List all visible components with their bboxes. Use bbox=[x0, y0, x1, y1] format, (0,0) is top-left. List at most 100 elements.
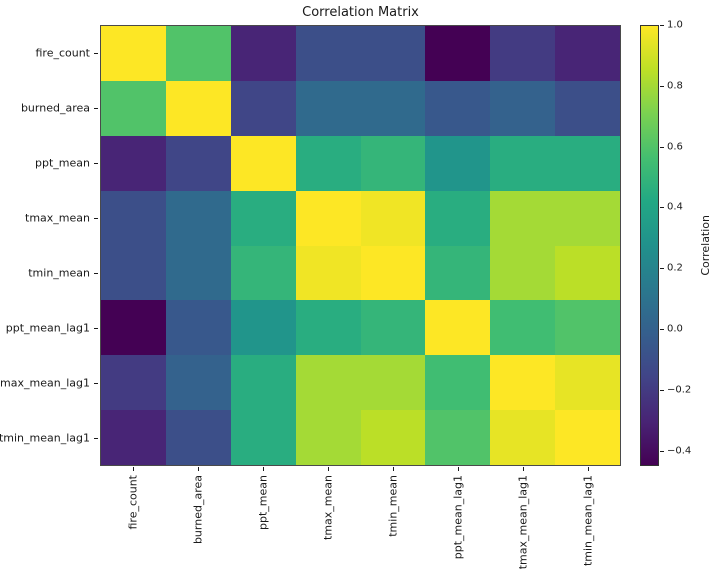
x-tick-label-ppt_mean: ppt_mean bbox=[256, 475, 270, 530]
x-tick-mark bbox=[327, 467, 329, 471]
heatmap-cell-tmin_mean-ppt_mean_lag1 bbox=[425, 245, 491, 301]
colorbar-tick-label: −0.2 bbox=[667, 384, 692, 396]
heatmap-cell-burned_area-tmin_mean bbox=[360, 80, 426, 136]
heatmap-cell-tmax_mean_lag1-tmax_mean_lag1 bbox=[490, 355, 556, 411]
x-tick-label-burned_area: burned_area bbox=[191, 475, 205, 545]
colorbar-tick-label: 0.6 bbox=[667, 141, 683, 153]
heatmap-cell-burned_area-ppt_mean_lag1 bbox=[425, 80, 491, 136]
heatmap-cell-ppt_mean-tmax_mean_lag1 bbox=[490, 135, 556, 191]
x-tick-mark bbox=[262, 467, 264, 471]
heatmap-cell-fire_count-tmax_mean_lag1 bbox=[490, 26, 556, 81]
heatmap-cell-ppt_mean_lag1-tmin_mean_lag1 bbox=[555, 300, 620, 356]
x-tick-mark bbox=[588, 467, 590, 471]
colorbar-tick-label: 0.4 bbox=[667, 201, 683, 213]
heatmap-cell-tmax_mean_lag1-ppt_mean_lag1 bbox=[425, 355, 491, 411]
heatmap-cell-tmax_mean-fire_count bbox=[101, 190, 166, 246]
colorbar-gradient bbox=[640, 25, 659, 466]
colorbar-tick-mark bbox=[660, 389, 664, 391]
y-tick-label-fire_count: fire_count bbox=[35, 46, 90, 60]
x-tick-mark bbox=[458, 467, 460, 471]
heatmap-cell-ppt_mean_lag1-tmax_mean_lag1 bbox=[490, 300, 556, 356]
x-tick-mark bbox=[132, 467, 134, 471]
heatmap-cell-fire_count-tmin_mean_lag1 bbox=[555, 26, 620, 81]
y-tick-label-tmin_mean_lag1: tmin_mean_lag1 bbox=[0, 431, 90, 445]
heatmap-cell-fire_count-ppt_mean_lag1 bbox=[425, 26, 491, 81]
y-tick-mark bbox=[94, 328, 98, 330]
y-tick-mark bbox=[94, 107, 98, 109]
heatmap-cell-ppt_mean-fire_count bbox=[101, 135, 166, 191]
colorbar-tick-mark bbox=[660, 207, 664, 209]
heatmap-cell-burned_area-burned_area bbox=[165, 80, 231, 136]
colorbar-tick-label: 0.8 bbox=[667, 80, 683, 92]
y-tick-mark bbox=[94, 217, 98, 219]
colorbar-tick-label: 0.0 bbox=[667, 323, 683, 335]
heatmap-cell-tmin_mean-fire_count bbox=[101, 245, 166, 301]
colorbar-label: Correlation bbox=[699, 25, 712, 466]
heatmap-cell-tmax_mean-tmax_mean_lag1 bbox=[490, 190, 556, 246]
colorbar-tick-label: 0.2 bbox=[667, 262, 683, 274]
colorbar-tick-mark bbox=[660, 85, 664, 87]
heatmap-cell-ppt_mean_lag1-tmax_mean bbox=[295, 300, 361, 356]
heatmap-cell-tmin_mean-tmin_mean_lag1 bbox=[555, 245, 620, 301]
colorbar-label-text: Correlation bbox=[699, 215, 712, 276]
heatmap-cell-tmax_mean_lag1-ppt_mean bbox=[230, 355, 296, 411]
heatmap-cell-ppt_mean_lag1-tmin_mean bbox=[360, 300, 426, 356]
x-tick-mark bbox=[197, 467, 199, 471]
heatmap-cell-tmin_mean_lag1-tmax_mean bbox=[295, 410, 361, 465]
colorbar-tick-mark bbox=[660, 268, 664, 270]
y-axis-labels: fire_count burned_area ppt_mean tmax_mean tm… bbox=[0, 25, 100, 466]
colorbar-tick-label: 1.0 bbox=[667, 19, 683, 31]
heatmap-cell-ppt_mean-tmin_mean_lag1 bbox=[555, 135, 620, 191]
heatmap-cell-tmax_mean_lag1-tmax_mean bbox=[295, 355, 361, 411]
x-tick-mark bbox=[393, 467, 395, 471]
heatmap-cell-tmax_mean-ppt_mean_lag1 bbox=[425, 190, 491, 246]
heatmap-cell-burned_area-tmax_mean_lag1 bbox=[490, 80, 556, 136]
heatmap-cell-tmax_mean_lag1-tmin_mean_lag1 bbox=[555, 355, 620, 411]
heatmap-cell-tmin_mean_lag1-fire_count bbox=[101, 410, 166, 465]
heatmap-cell-tmax_mean_lag1-fire_count bbox=[101, 355, 166, 411]
x-tick-label-tmin_mean: tmin_mean bbox=[386, 475, 400, 537]
y-tick-label-tmin_mean: tmin_mean bbox=[28, 266, 90, 280]
heatmap-cell-fire_count-burned_area bbox=[165, 26, 231, 81]
colorbar-tick-mark bbox=[660, 146, 664, 148]
heatmap-cell-tmax_mean-tmin_mean bbox=[360, 190, 426, 246]
heatmap-cell-tmin_mean_lag1-ppt_mean_lag1 bbox=[425, 410, 491, 465]
y-tick-mark bbox=[94, 273, 98, 275]
heatmap-cell-tmax_mean-tmin_mean_lag1 bbox=[555, 190, 620, 246]
heatmap-cell-ppt_mean_lag1-ppt_mean bbox=[230, 300, 296, 356]
heatmap-cell-tmax_mean-ppt_mean bbox=[230, 190, 296, 246]
heatmap-cell-tmin_mean_lag1-tmin_mean bbox=[360, 410, 426, 465]
heatmap-cell-tmin_mean-tmin_mean bbox=[360, 245, 426, 301]
heatmap-cell-fire_count-tmax_mean bbox=[295, 26, 361, 81]
y-tick-mark bbox=[94, 383, 98, 385]
y-tick-mark bbox=[94, 162, 98, 164]
heatmap-cell-fire_count-ppt_mean bbox=[230, 26, 296, 81]
heatmap-cell-ppt_mean-tmin_mean bbox=[360, 135, 426, 191]
colorbar-tick-label: −0.4 bbox=[667, 445, 692, 457]
heatmap-cell-tmin_mean_lag1-tmax_mean_lag1 bbox=[490, 410, 556, 465]
heatmap-cell-tmax_mean_lag1-burned_area bbox=[165, 355, 231, 411]
y-tick-label-burned_area: burned_area bbox=[20, 101, 90, 115]
heatmap-cell-ppt_mean-burned_area bbox=[165, 135, 231, 191]
y-tick-mark bbox=[94, 52, 98, 54]
heatmap-cell-tmin_mean-ppt_mean bbox=[230, 245, 296, 301]
x-axis-labels: fire_count burned_area ppt_mean tmax_mean tm… bbox=[100, 466, 621, 573]
x-tick-label-tmin_mean_lag1: tmin_mean_lag1 bbox=[581, 475, 595, 567]
heatmap-cell-tmax_mean_lag1-tmin_mean bbox=[360, 355, 426, 411]
heatmap-cell-ppt_mean-ppt_mean bbox=[230, 135, 296, 191]
heatmap-cell-burned_area-fire_count bbox=[101, 80, 166, 136]
heatmap-cell-tmin_mean-tmax_mean_lag1 bbox=[490, 245, 556, 301]
x-tick-label-tmax_mean: tmax_mean bbox=[321, 475, 335, 540]
y-tick-label-ppt_mean_lag1: ppt_mean_lag1 bbox=[5, 321, 90, 335]
heatmap-cell-ppt_mean-ppt_mean_lag1 bbox=[425, 135, 491, 191]
heatmap-cell-fire_count-fire_count bbox=[101, 26, 166, 81]
heatmap-cell-ppt_mean_lag1-fire_count bbox=[101, 300, 166, 356]
colorbar-tick-mark bbox=[660, 25, 664, 26]
x-tick-label-ppt_mean_lag1: ppt_mean_lag1 bbox=[451, 475, 465, 560]
heatmap-cell-ppt_mean_lag1-ppt_mean_lag1 bbox=[425, 300, 491, 356]
heatmap-cell-burned_area-tmin_mean_lag1 bbox=[555, 80, 620, 136]
heatmap-cell-tmin_mean_lag1-burned_area bbox=[165, 410, 231, 465]
heatmap-cell-tmin_mean-tmax_mean bbox=[295, 245, 361, 301]
chart-title: Correlation Matrix bbox=[302, 5, 419, 20]
